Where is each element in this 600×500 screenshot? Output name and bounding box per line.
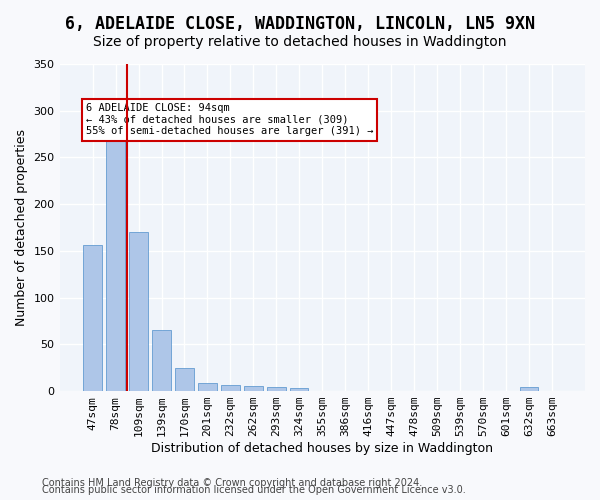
Y-axis label: Number of detached properties: Number of detached properties <box>15 129 28 326</box>
Text: 6, ADELAIDE CLOSE, WADDINGTON, LINCOLN, LN5 9XN: 6, ADELAIDE CLOSE, WADDINGTON, LINCOLN, … <box>65 15 535 33</box>
Text: Contains public sector information licensed under the Open Government Licence v3: Contains public sector information licen… <box>42 485 466 495</box>
Bar <box>130 232 148 391</box>
Bar <box>267 388 286 391</box>
Bar <box>244 386 263 391</box>
Text: 6 ADELAIDE CLOSE: 94sqm
← 43% of detached houses are smaller (309)
55% of semi-d: 6 ADELAIDE CLOSE: 94sqm ← 43% of detache… <box>86 104 373 136</box>
Bar <box>290 388 308 391</box>
Text: Contains HM Land Registry data © Crown copyright and database right 2024.: Contains HM Land Registry data © Crown c… <box>42 478 422 488</box>
Bar <box>198 382 217 391</box>
Bar <box>175 368 194 391</box>
Bar <box>106 124 125 391</box>
Bar <box>520 388 538 391</box>
Text: Size of property relative to detached houses in Waddington: Size of property relative to detached ho… <box>93 35 507 49</box>
X-axis label: Distribution of detached houses by size in Waddington: Distribution of detached houses by size … <box>151 442 493 455</box>
Bar <box>221 384 239 391</box>
Bar <box>152 330 170 391</box>
Bar <box>83 246 102 391</box>
